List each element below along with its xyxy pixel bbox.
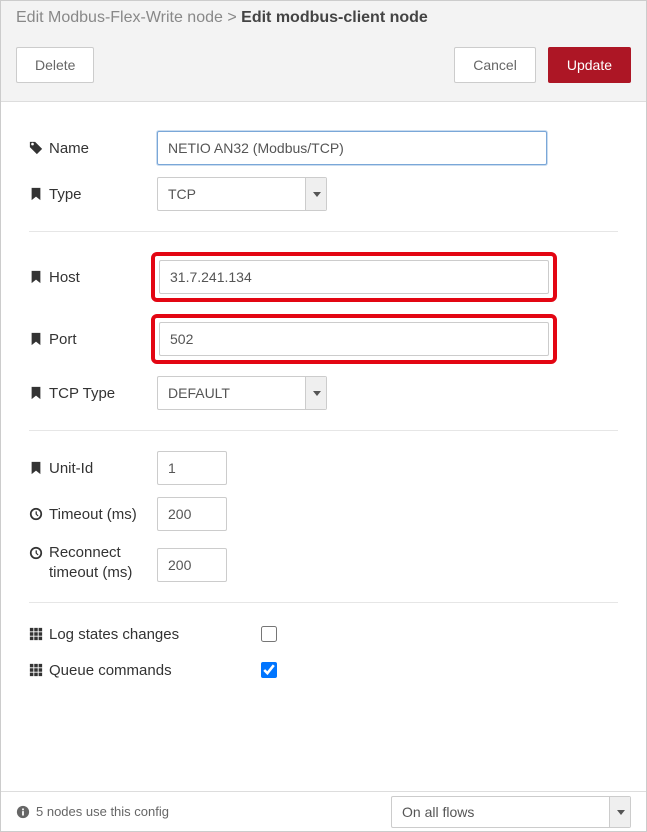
clock-icon [29, 546, 43, 560]
bookmark-icon [29, 461, 43, 475]
footer: 5 nodes use this config On all flows [1, 791, 646, 831]
footer-scope-select[interactable]: On all flows [391, 796, 631, 828]
type-select[interactable]: TCP [157, 177, 327, 211]
breadcrumb-sep: > [227, 9, 236, 26]
reconnect-input[interactable] [157, 548, 227, 582]
port-highlight [151, 314, 557, 364]
queue-commands-checkbox[interactable] [261, 662, 277, 678]
tcp-type-label: TCP Type [29, 385, 157, 402]
port-input[interactable] [159, 322, 549, 356]
grid-icon [29, 627, 43, 641]
footer-info-text: 5 nodes use this config [36, 804, 169, 819]
tcp-type-select[interactable]: DEFAULT [157, 376, 327, 410]
log-states-label: Log states changes [29, 626, 247, 643]
host-label: Host [29, 269, 157, 286]
delete-button[interactable]: Delete [16, 47, 94, 83]
timeout-input[interactable] [157, 497, 227, 531]
host-input[interactable] [159, 260, 549, 294]
update-button[interactable]: Update [548, 47, 631, 83]
unit-id-label: Unit-Id [29, 460, 157, 477]
bookmark-icon [29, 332, 43, 346]
unit-id-input[interactable] [157, 451, 227, 485]
name-label: Name [29, 140, 157, 157]
breadcrumb-current: Edit modbus-client node [241, 9, 428, 26]
tag-icon [29, 141, 43, 155]
port-label: Port [29, 331, 157, 348]
cancel-button[interactable]: Cancel [454, 47, 536, 83]
separator [29, 602, 618, 603]
reconnect-label: Reconnect timeout (ms) [29, 543, 157, 582]
form-body[interactable]: Name Type TCP Host Port [1, 109, 646, 791]
bookmark-icon [29, 270, 43, 284]
separator [29, 430, 618, 431]
timeout-label: Timeout (ms) [29, 506, 157, 523]
name-input[interactable] [157, 131, 547, 165]
breadcrumb-parent[interactable]: Edit Modbus-Flex-Write node [16, 9, 223, 26]
breadcrumb: Edit Modbus-Flex-Write node > Edit modbu… [1, 1, 646, 37]
host-highlight [151, 252, 557, 302]
separator [29, 231, 618, 232]
clock-icon [29, 507, 43, 521]
bookmark-icon [29, 187, 43, 201]
type-label: Type [29, 186, 157, 203]
bookmark-icon [29, 386, 43, 400]
log-states-checkbox[interactable] [261, 626, 277, 642]
grid-icon [29, 663, 43, 677]
queue-commands-label: Queue commands [29, 662, 247, 679]
info-icon [16, 805, 30, 819]
